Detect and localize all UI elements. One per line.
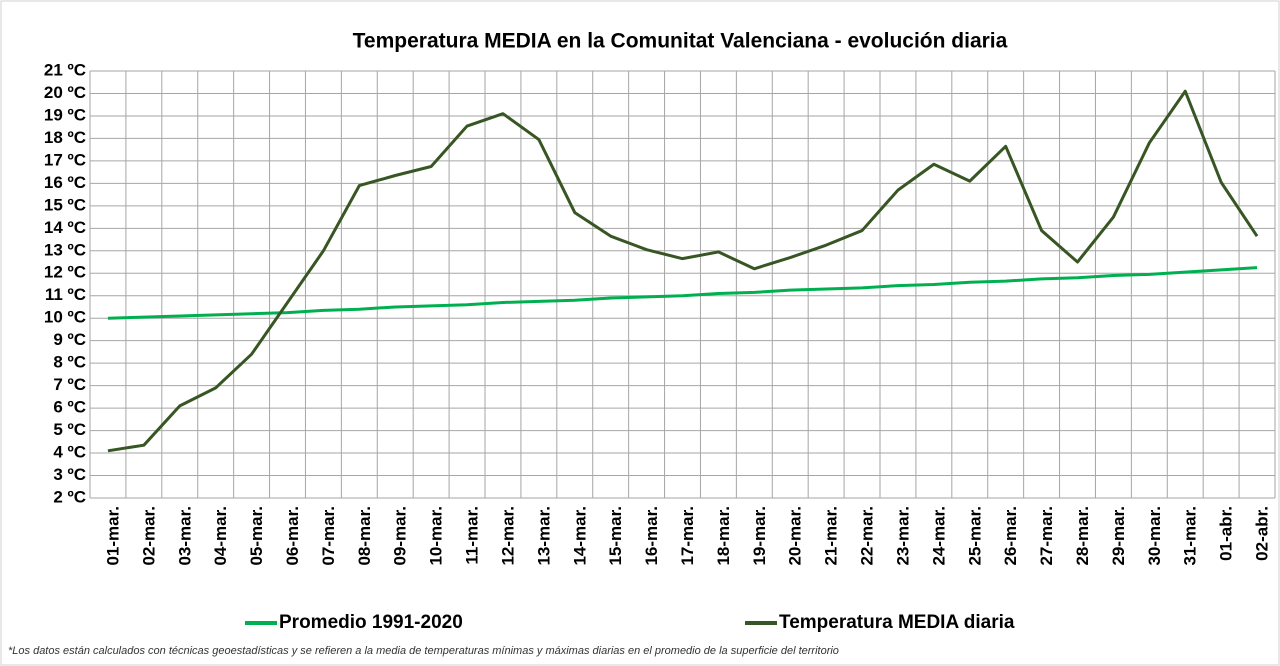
x-tick-label: 03-mar. [175, 506, 194, 566]
series-line [107, 266, 1258, 320]
y-tick-label: 11 ºC [45, 285, 86, 304]
y-tick-label: 20 ºC [44, 83, 86, 102]
y-tick-label: 18 ºC [44, 128, 86, 147]
x-tick-label: 10-mar. [427, 506, 446, 566]
x-tick-label: 13-mar. [534, 506, 553, 566]
y-tick-label: 10 ºC [44, 308, 86, 327]
y-tick-label: 3 ºC [53, 465, 86, 484]
y-tick-label: 7 ºC [53, 375, 86, 394]
y-tick-label: 12 ºC [44, 263, 86, 282]
x-tick-label: 28-mar. [1073, 506, 1092, 566]
x-tick-label: 31-mar. [1181, 506, 1200, 566]
x-tick-label: 21-mar. [822, 506, 841, 566]
x-tick-label: 01-abr. [1217, 506, 1236, 561]
x-tick-label: 23-mar. [893, 506, 912, 566]
x-tick-label: 01-mar. [103, 506, 122, 566]
x-tick-label: 18-mar. [714, 506, 733, 566]
x-tick-label: 09-mar. [391, 506, 410, 566]
legend-label: Promedio 1991-2020 [279, 612, 463, 633]
y-tick-label: 9 ºC [53, 330, 86, 349]
y-tick-label: 13 ºC [44, 240, 86, 259]
x-tick-label: 26-mar. [1001, 506, 1020, 566]
x-tick-label: 12-mar. [498, 506, 517, 566]
y-tick-label: 19 ºC [44, 105, 86, 124]
y-tick-label: 8 ºC [53, 353, 86, 372]
y-tick-label: 16 ºC [44, 173, 86, 192]
x-tick-label: 27-mar. [1037, 506, 1056, 566]
x-tick-label: 02-abr. [1253, 506, 1272, 561]
x-tick-label: 25-mar. [965, 506, 984, 566]
y-tick-label: 14 ºC [44, 218, 86, 237]
x-tick-label: 16-mar. [642, 506, 661, 566]
y-tick-label: 6 ºC [53, 398, 86, 417]
x-tick-label: 30-mar. [1145, 506, 1164, 566]
y-tick-label: 2 ºC [53, 487, 86, 506]
x-tick-label: 06-mar. [283, 506, 302, 566]
series-line [107, 89, 1259, 453]
x-tick-label: 07-mar. [319, 506, 338, 566]
x-tick-label: 22-mar. [858, 506, 877, 566]
x-tick-label: 05-mar. [247, 506, 266, 566]
footnote: *Los datos están calculados con técnicas… [8, 645, 839, 657]
x-tick-label: 15-mar. [606, 506, 625, 566]
y-tick-label: 21 ºC [44, 60, 86, 79]
y-tick-label: 17 ºC [44, 150, 86, 169]
legend-label: Temperatura MEDIA diaria [779, 612, 1015, 633]
y-tick-label: 5 ºC [53, 420, 86, 439]
chart-title: Temperatura MEDIA en la Comunitat Valenc… [353, 30, 1008, 53]
x-tick-label: 08-mar. [355, 506, 374, 566]
x-tick-label: 19-mar. [750, 506, 769, 566]
x-tick-label: 24-mar. [929, 506, 948, 566]
x-tick-label: 17-mar. [678, 506, 697, 566]
x-tick-label: 02-mar. [139, 506, 158, 566]
x-tick-label: 20-mar. [786, 506, 805, 566]
y-tick-label: 15 ºC [44, 195, 86, 214]
x-tick-label: 29-mar. [1109, 506, 1128, 566]
x-tick-label: 14-mar. [570, 506, 589, 566]
y-tick-label: 4 ºC [53, 443, 86, 462]
x-tick-label: 11-mar. [463, 506, 482, 565]
x-tick-label: 04-mar. [211, 506, 230, 566]
